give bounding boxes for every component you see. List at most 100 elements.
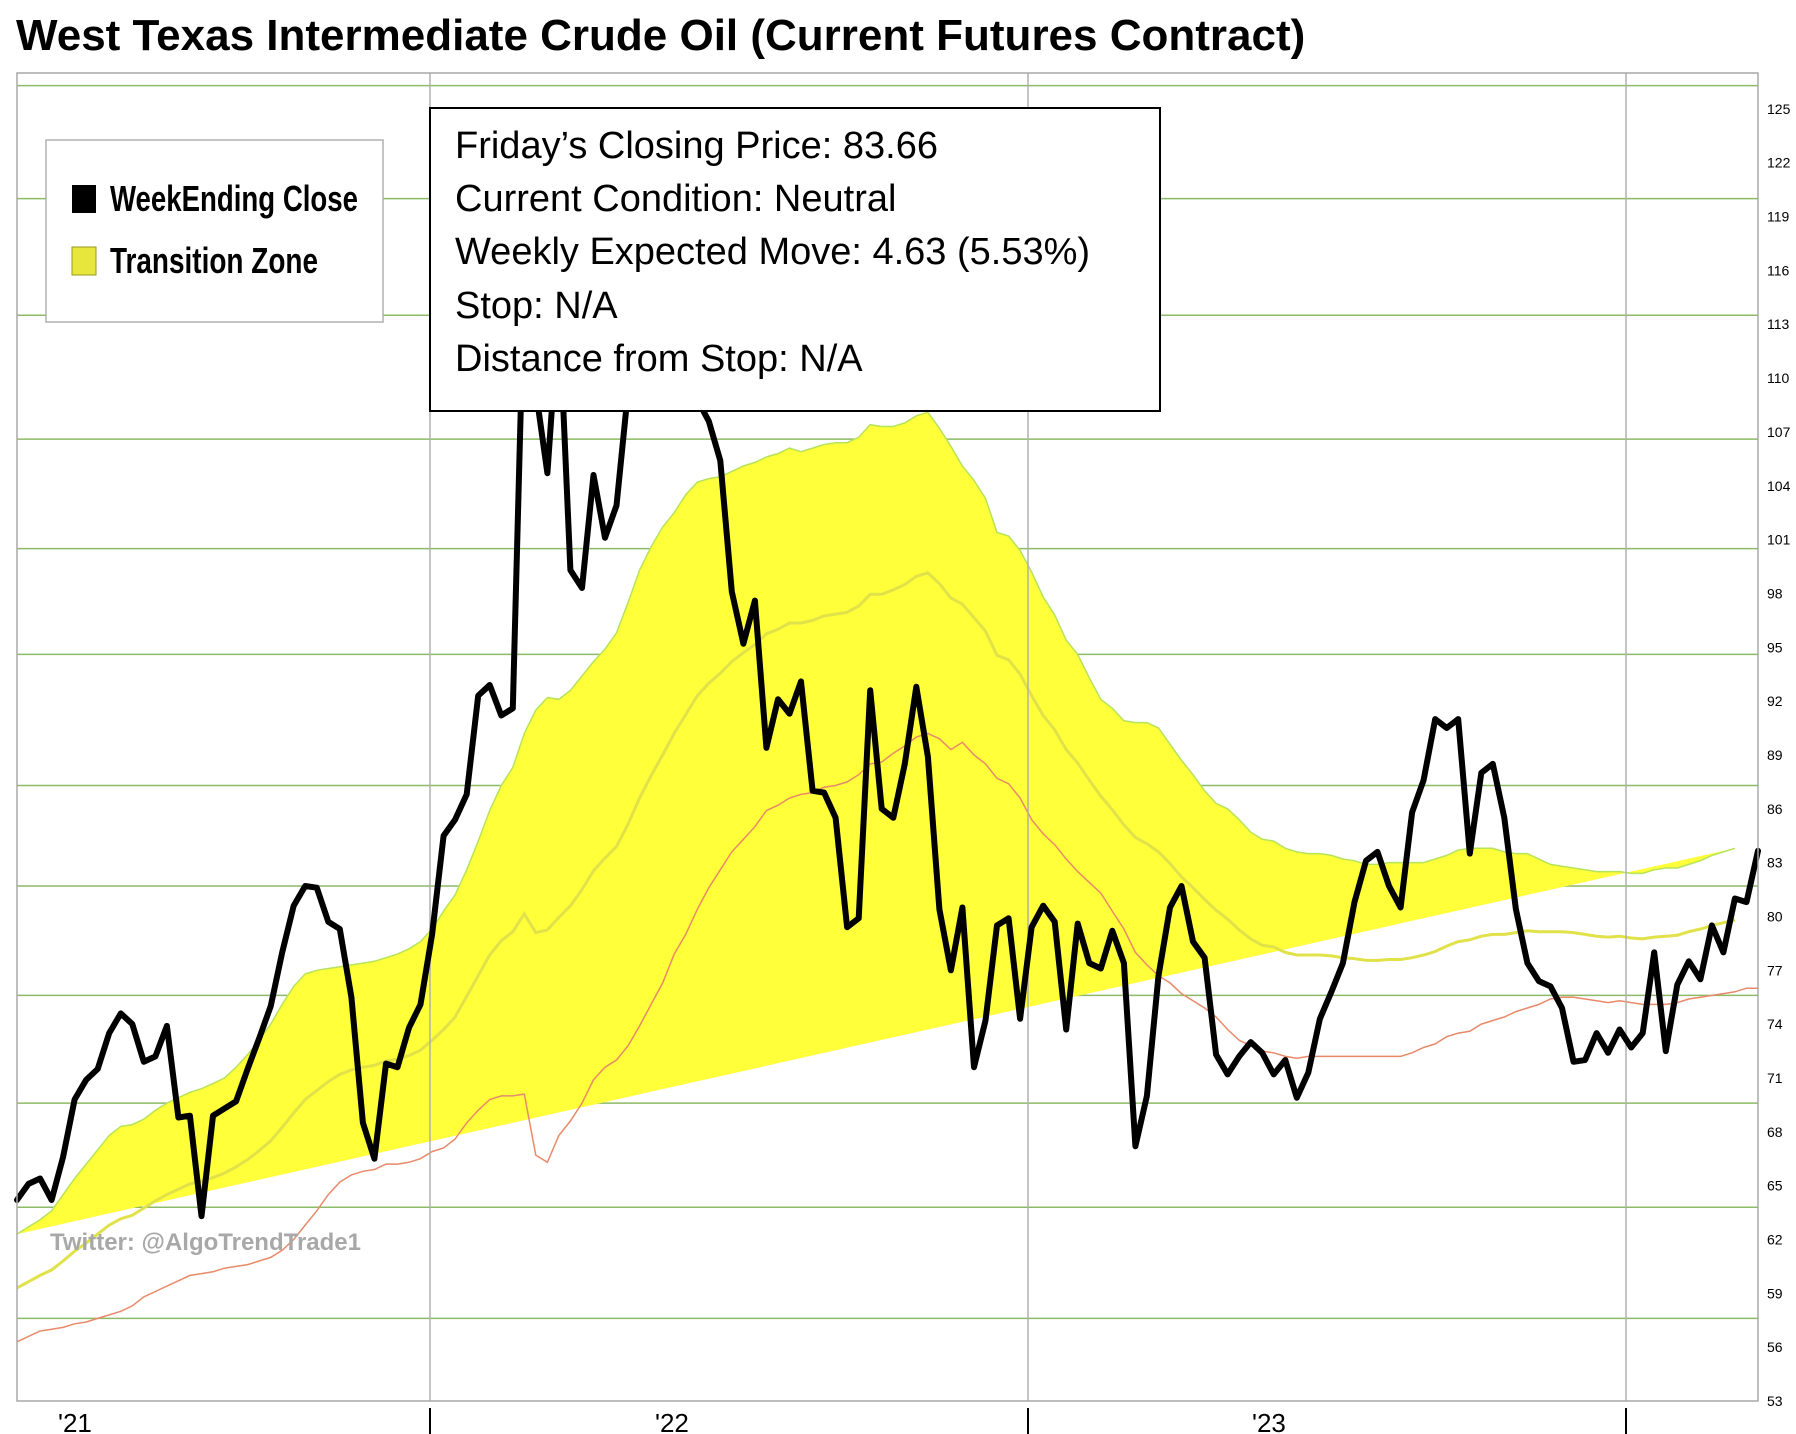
x-tick-label: '21 <box>58 1408 92 1434</box>
data-point <box>822 791 826 795</box>
data-point <box>200 1214 203 1218</box>
data-point <box>903 762 907 766</box>
info-box: Friday’s Closing Price: 83.66 Current Co… <box>429 107 1161 412</box>
data-point <box>73 1098 77 1101</box>
y-tick-label: 113 <box>1767 316 1790 332</box>
data-point <box>223 1107 226 1110</box>
data-point <box>419 1002 422 1006</box>
data-point <box>1353 900 1356 904</box>
data-point <box>1410 810 1414 814</box>
data-point <box>453 818 457 822</box>
data-point <box>372 1157 376 1161</box>
data-point <box>1237 1054 1241 1058</box>
data-point <box>1030 925 1034 929</box>
data-point <box>880 807 884 811</box>
data-point <box>960 906 964 909</box>
data-point <box>488 683 492 687</box>
data-point <box>1272 1072 1276 1076</box>
data-point <box>1721 950 1725 954</box>
y-tick-label: 68 <box>1767 1124 1783 1140</box>
data-point <box>326 920 330 924</box>
data-point <box>1168 906 1172 909</box>
data-point <box>1329 990 1333 994</box>
data-point <box>707 419 711 423</box>
data-point <box>1595 1031 1599 1035</box>
data-point <box>984 1019 987 1022</box>
y-tick-label: 125 <box>1767 101 1791 117</box>
x-tick-label: '23 <box>1252 1408 1286 1434</box>
data-point <box>361 1121 365 1125</box>
data-point <box>234 1099 238 1103</box>
data-point <box>776 697 780 701</box>
series-line-close <box>14 272 1761 1220</box>
data-point <box>511 706 515 710</box>
data-point <box>50 1198 54 1202</box>
data-point <box>995 923 999 927</box>
data-point <box>165 1024 169 1028</box>
legend-label-close: WeekEnding Close <box>110 178 358 219</box>
data-point <box>292 904 296 908</box>
data-point <box>476 694 480 698</box>
transition-zone <box>16 411 1758 1343</box>
data-point <box>442 834 446 838</box>
data-point <box>130 1022 134 1026</box>
x-tick-label: '22 <box>655 1408 689 1434</box>
data-point <box>730 590 734 594</box>
data-point <box>257 1037 261 1040</box>
data-point <box>1468 852 1472 856</box>
data-point <box>84 1078 88 1082</box>
data-point <box>499 714 503 717</box>
y-tick-label: 95 <box>1767 639 1783 655</box>
y-tick-label: 83 <box>1767 855 1783 871</box>
data-point <box>1341 961 1345 965</box>
data-point <box>741 642 745 646</box>
data-point <box>153 1054 157 1058</box>
data-point <box>1007 916 1011 920</box>
distance-from-stop-text: Distance from Stop: N/A <box>455 338 863 380</box>
data-point <box>1076 922 1080 926</box>
data-point <box>1652 950 1656 954</box>
transition-zone-lower <box>16 732 1758 1343</box>
data-point <box>868 688 872 692</box>
data-point <box>1306 1071 1310 1075</box>
data-point <box>1698 977 1702 981</box>
data-point <box>1203 956 1207 960</box>
data-point <box>545 471 549 475</box>
y-tick-label: 110 <box>1767 370 1790 386</box>
data-point <box>269 1004 273 1008</box>
data-point <box>580 586 584 590</box>
data-point <box>246 1067 250 1071</box>
data-point <box>27 1182 30 1186</box>
y-tick-label: 116 <box>1767 262 1790 278</box>
data-point <box>1618 1028 1622 1031</box>
data-point <box>845 925 849 929</box>
data-point <box>1710 923 1714 927</box>
data-point <box>38 1177 42 1180</box>
watermark: Twitter: @AlgoTrendTrade1 <box>50 1229 361 1256</box>
plot-frame <box>16 72 1759 1402</box>
data-point <box>615 504 618 507</box>
data-point <box>188 1114 192 1118</box>
data-point <box>1283 1058 1287 1062</box>
data-point <box>1479 771 1483 775</box>
data-point <box>176 1116 180 1119</box>
data-point <box>926 755 930 759</box>
legend-label-zone: Transition Zone <box>110 240 318 281</box>
data-point <box>1226 1072 1230 1076</box>
data-point <box>1583 1058 1587 1062</box>
data-point <box>891 816 895 820</box>
info-box-frame <box>429 107 1161 412</box>
data-point <box>1122 961 1126 965</box>
y-tick-label: 107 <box>1767 424 1791 440</box>
data-point <box>1675 983 1679 987</box>
data-point <box>1502 816 1506 820</box>
data-point <box>1687 959 1691 963</box>
data-point <box>1572 1060 1575 1064</box>
data-point <box>1191 940 1195 944</box>
data-point <box>1629 1046 1633 1049</box>
data-point <box>1249 1040 1253 1044</box>
data-point <box>1422 778 1426 782</box>
data-point <box>1214 1053 1218 1057</box>
data-point <box>1445 726 1449 730</box>
y-tick-label: 101 <box>1767 532 1791 548</box>
